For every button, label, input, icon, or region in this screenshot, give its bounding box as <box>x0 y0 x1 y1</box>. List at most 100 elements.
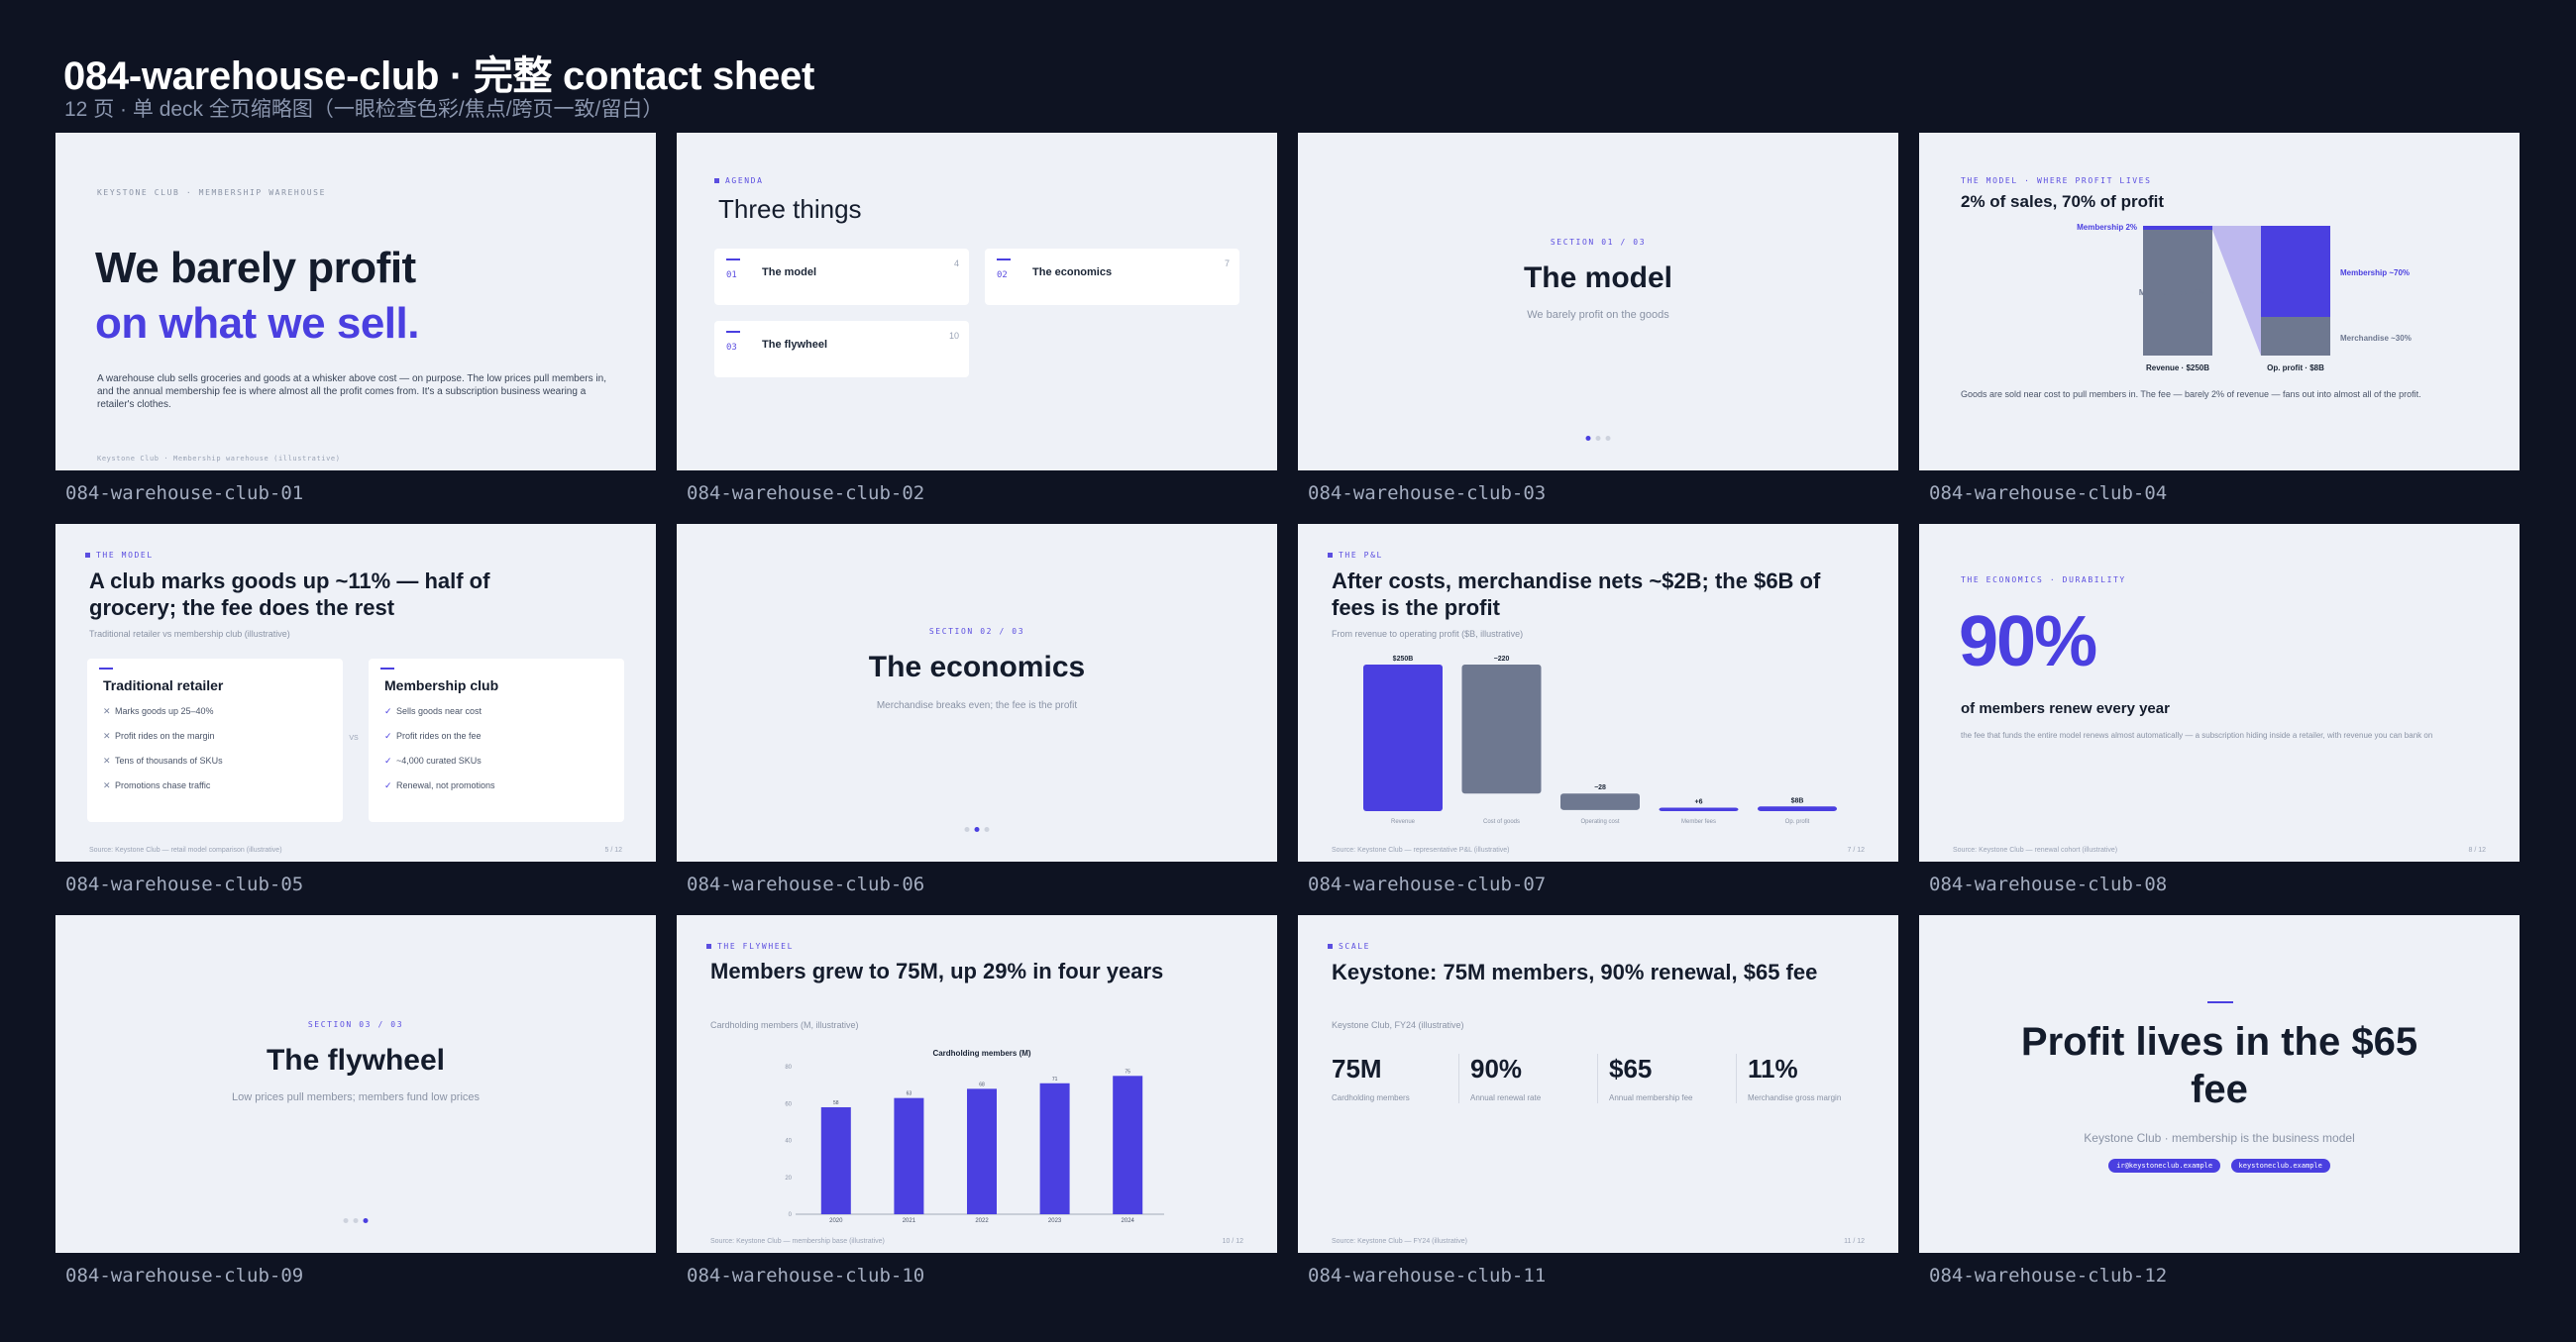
pnl-category-label: Member fees <box>1681 819 1716 825</box>
slide-title: Three things <box>718 194 862 224</box>
slide-subtitle: From revenue to operating profit ($B, il… <box>1332 629 1524 639</box>
slide-10[interactable]: THE FLYWHEEL Members grew to 75M, up 29%… <box>677 915 1277 1253</box>
slide-05[interactable]: THE MODEL A club marks goods up ~11% — h… <box>55 524 656 862</box>
pnl-category-label: Cost of goods <box>1483 819 1520 825</box>
bar-value-label: 58 <box>833 1100 839 1106</box>
pnl-bar <box>1560 793 1640 810</box>
card-title: Membership club <box>384 677 499 693</box>
pnl-waterfall-chart: $250B Revenue −220 Cost of goods −28 Operatin… <box>1363 656 1837 825</box>
page-number: 8 / 12 <box>2468 847 2486 854</box>
slide-07[interactable]: THE P&L After costs, merchandise nets ~$… <box>1298 524 1898 862</box>
pnl-category-label: Op. profit <box>1785 819 1810 825</box>
thumbnail-caption: 084-warehouse-club-06 <box>687 874 925 895</box>
slide-01[interactable]: KEYSTONE CLUB · MEMBERSHIP WAREHOUSE We … <box>55 133 656 470</box>
pnl-category-label: Revenue <box>1391 819 1416 825</box>
pnl-bar <box>1363 665 1443 811</box>
comparison-card-club: Membership club ✓ Sells goods near cost ✓… <box>369 659 624 822</box>
agenda-item[interactable]: 03 The flywheel 10 <box>714 321 969 377</box>
member-bar <box>967 1088 997 1214</box>
profit-fan-diagram <box>2143 226 2330 356</box>
slide-kicker: THE P&L <box>1328 551 1383 560</box>
member-bar <box>1039 1083 1070 1214</box>
agenda-item[interactable]: 01 The model 4 <box>714 249 969 305</box>
stat-label: Annual membership fee <box>1609 1093 1693 1102</box>
y-tick-label: 0 <box>789 1212 793 1218</box>
label-membership-right: Membership ~70% <box>2340 268 2411 277</box>
bar-value-label: 75 <box>1125 1069 1130 1075</box>
list-item: ✕ Tens of thousands of SKUs <box>103 756 223 766</box>
slide-09[interactable]: SECTION 03 / 03 The flywheel Low prices … <box>55 915 656 1253</box>
label-merchandise-left: Merchandise 98% <box>2138 288 2205 297</box>
slide-footer: Source: Keystone Club — representative P… <box>1332 847 1510 854</box>
list-item: ✕ Promotions chase traffic <box>103 780 211 790</box>
bar-value-label: 68 <box>979 1082 985 1087</box>
thumbnail-caption: 084-warehouse-club-08 <box>1929 874 2168 895</box>
member-bar <box>820 1106 851 1214</box>
section-title: The flywheel <box>266 1044 446 1077</box>
thumbnail-caption: 084-warehouse-club-03 <box>1308 482 1547 504</box>
membership-fan <box>2212 226 2261 356</box>
stat-value: 90% <box>1470 1054 1523 1084</box>
card-title: Traditional retailer <box>103 677 224 693</box>
stat-body: the fee that funds the entire model rene… <box>1961 731 2433 740</box>
list-item: ✓ Profit rides on the fee <box>384 731 482 741</box>
agenda-item-label: The model <box>762 266 817 278</box>
section-title: The economics <box>868 651 1086 683</box>
closing-title-line1: Profit lives in the $65 <box>2020 1020 2418 1064</box>
list-item: ✕ Marks goods up 25–40% <box>103 706 214 716</box>
section-subtitle: Low prices pull members; members fund lo… <box>231 1091 481 1103</box>
website-chip[interactable]: keystoneclub.example <box>2230 1159 2330 1173</box>
stat-label: Merchandise gross margin <box>1748 1093 1842 1102</box>
pnl-value-label: $250B <box>1393 656 1414 663</box>
pnl-bar <box>1461 665 1542 794</box>
slide-kicker: THE ECONOMICS · DURABILITY <box>1961 575 2126 584</box>
section-subtitle: Merchandise breaks even; the fee is the … <box>876 700 1078 711</box>
slide-kicker: AGENDA <box>714 176 764 185</box>
email-chip[interactable]: ir@keystoneclub.example <box>2108 1159 2221 1173</box>
section-title: The model <box>1523 261 1672 294</box>
slide-02[interactable]: AGENDA Three things 01 The model 4 02 Th… <box>677 133 1277 470</box>
section-kicker: SECTION 01 / 03 <box>1550 238 1647 247</box>
label-membership-left: Membership 2% <box>2077 223 2137 232</box>
pnl-value-label: $8B <box>1791 797 1804 804</box>
slide-footer: Source: Keystone Club — FY24 (illustrati… <box>1332 1238 1467 1245</box>
stat-headline: of members renew every year <box>1961 700 2170 717</box>
members-bar-chart: Cardholding members (M) 0 20 40 60 80 58 2020 63… <box>785 1049 1164 1224</box>
list-item: ✓ Renewal, not promotions <box>384 780 495 790</box>
thumbnail-caption: 084-warehouse-club-04 <box>1929 482 2168 504</box>
section-progress <box>1585 436 1611 441</box>
slide-06[interactable]: SECTION 02 / 03 The economics Merchandis… <box>677 524 1277 862</box>
section-progress <box>343 1218 369 1223</box>
x-tick-label: 2021 <box>903 1218 916 1224</box>
y-tick-label: 80 <box>785 1065 792 1071</box>
thumbnail-caption: 084-warehouse-club-10 <box>687 1265 925 1287</box>
page-number: 5 / 12 <box>604 847 622 854</box>
bar-label-op-profit: Op. profit · $8B <box>2267 363 2324 372</box>
slide-title: Keystone: 75M members, 90% renewal, $65 … <box>1332 960 1818 984</box>
slide-footer: Keystone Club · Membership warehouse (il… <box>97 455 341 463</box>
slide-kicker: THE FLYWHEEL <box>706 942 794 951</box>
agenda-item-label: The economics <box>1032 266 1113 278</box>
agenda-item[interactable]: 02 The economics 7 <box>985 249 1239 305</box>
section-kicker: SECTION 03 / 03 <box>307 1020 404 1029</box>
label-merchandise-right: Merchandise ~30% <box>2340 334 2412 343</box>
section-progress <box>964 827 990 832</box>
slide-subtitle: Keystone Club, FY24 (illustrative) <box>1332 1020 1464 1030</box>
list-item: ✓ ~4,000 curated SKUs <box>384 756 482 766</box>
pnl-value-label: +6 <box>1695 798 1703 805</box>
member-bar <box>1113 1076 1143 1214</box>
slide-08[interactable]: THE ECONOMICS · DURABILITY 90% of member… <box>1919 524 2520 862</box>
stat-value: 11% <box>1748 1054 1798 1084</box>
list-item: ✕ Profit rides on the margin <box>103 731 215 741</box>
sheet-title: 084-warehouse-club · 完整 contact sheet <box>63 54 814 98</box>
slide-03[interactable]: SECTION 01 / 03 The model We barely prof… <box>1298 133 1898 470</box>
stat-value: $65 <box>1609 1054 1653 1084</box>
slide-04[interactable]: THE MODEL · WHERE PROFIT LIVES 2% of sal… <box>1919 133 2520 470</box>
big-stat: 90% <box>1959 602 2097 681</box>
slide-12[interactable]: Profit lives in the $65 fee Keystone Clu… <box>1919 915 2520 1253</box>
page-number: 11 / 12 <box>1844 1238 1865 1245</box>
pnl-value-label: −28 <box>1594 784 1606 791</box>
slide-11[interactable]: SCALE Keystone: 75M members, 90% renewal… <box>1298 915 1898 1253</box>
slide-title: A club marks goods up ~11% — half of gro… <box>89 568 490 620</box>
thumbnail-caption: 084-warehouse-club-09 <box>65 1265 304 1287</box>
